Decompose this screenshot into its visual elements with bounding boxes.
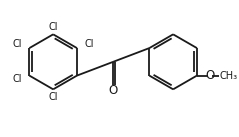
Text: O: O [205,69,214,82]
Text: O: O [109,84,118,97]
Text: CH₃: CH₃ [219,71,237,81]
Text: Cl: Cl [12,39,22,49]
Text: Cl: Cl [84,39,94,49]
Text: Cl: Cl [12,74,22,84]
Text: Cl: Cl [49,22,58,32]
Text: Cl: Cl [49,92,58,102]
